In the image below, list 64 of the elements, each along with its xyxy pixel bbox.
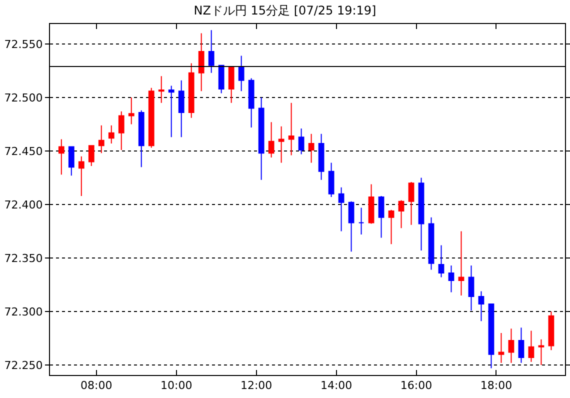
- candlestick: [438, 244, 444, 278]
- y-tick-label: 72.450: [4, 144, 43, 158]
- candlestick: [218, 64, 224, 94]
- candlestick: [458, 230, 464, 296]
- candlestick: [278, 126, 284, 164]
- x-tick-label: 10:00: [160, 379, 192, 392]
- candlestick: [138, 110, 144, 168]
- candlestick: [328, 162, 334, 198]
- candlestick: [258, 97, 264, 180]
- candlestick: [498, 332, 504, 364]
- candlestick: [148, 87, 154, 148]
- x-tick-label: 14:00: [320, 379, 352, 392]
- candlestick: [428, 216, 434, 270]
- candlestick: [308, 133, 314, 164]
- candlestick: [238, 55, 244, 92]
- candlestick: [388, 209, 394, 245]
- candlestick: [68, 146, 74, 176]
- candlestick: [518, 327, 524, 364]
- candlestick: [128, 97, 134, 125]
- candlestick: [448, 265, 454, 293]
- candlestick: [98, 124, 104, 154]
- candlestick: [78, 156, 84, 196]
- candlestick: [158, 76, 164, 104]
- candlestick: [538, 338, 544, 366]
- candlestick: [338, 186, 344, 232]
- chart-title: NZドル円 15分足 [07/25 19:19]: [194, 3, 376, 18]
- candlestick: [298, 128, 304, 155]
- candlestick: [58, 138, 64, 176]
- candlestick: [288, 102, 294, 156]
- candlestick: [418, 177, 424, 252]
- x-tick-label: 16:00: [400, 379, 432, 392]
- candlestick: [348, 200, 354, 252]
- candlestick: [468, 265, 474, 311]
- candlestick: [198, 32, 204, 92]
- candlestick: [188, 62, 194, 118]
- candlestick: [118, 110, 124, 150]
- candlestick: [268, 122, 274, 158]
- candlestick: [478, 290, 484, 322]
- candlestick: [368, 184, 374, 224]
- y-tick-label: 72.300: [4, 305, 43, 318]
- candlestick: [358, 207, 364, 235]
- candlestick: [168, 85, 174, 138]
- candlestick: [398, 200, 404, 229]
- candlestick: [378, 195, 384, 238]
- candlestick: [408, 182, 414, 226]
- candlestick: [528, 330, 534, 362]
- y-tick-label: 72.400: [4, 198, 43, 212]
- y-tick-label: 72.550: [4, 38, 43, 51]
- candlestick: [548, 311, 554, 351]
- y-tick-label: 72.350: [4, 252, 43, 265]
- x-tick-label: 12:00: [240, 379, 272, 392]
- candlestick: [488, 304, 494, 369]
- y-tick-label: 72.500: [4, 91, 43, 104]
- x-tick-label: 18:00: [480, 379, 512, 392]
- candlestick: [508, 328, 514, 364]
- candlestick: [228, 67, 234, 104]
- candlestick: [208, 30, 214, 74]
- candlestick: [248, 78, 254, 128]
- candlestick: [318, 133, 324, 180]
- x-tick-label: 08:00: [80, 379, 112, 392]
- candlestick: [178, 80, 184, 138]
- y-tick-label: 72.250: [4, 358, 43, 372]
- candlestick: [108, 124, 114, 144]
- candlestick: [88, 145, 94, 167]
